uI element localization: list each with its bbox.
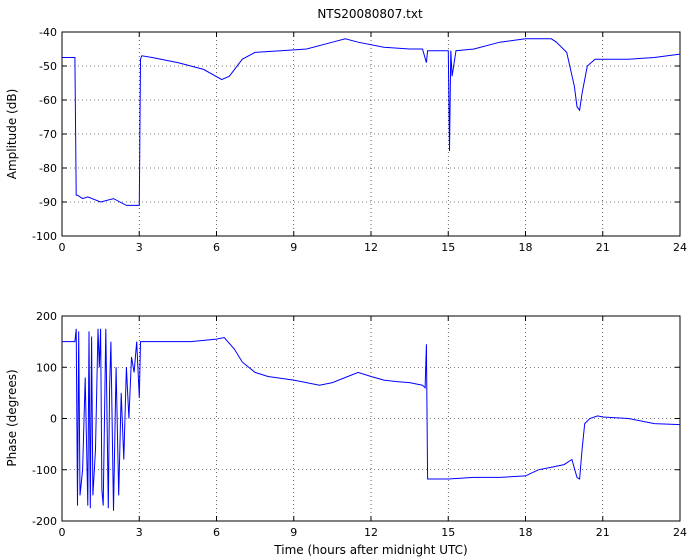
amplitude-x-tick-label: 9 — [290, 241, 297, 254]
amplitude-x-tick-label: 12 — [364, 241, 378, 254]
amplitude-y-tick-label: -90 — [39, 196, 57, 209]
phase-series-line — [62, 328, 681, 511]
phase-grid — [62, 316, 680, 521]
amplitude-y-axis-label: Amplitude (dB) — [5, 89, 19, 180]
phase-x-tick-label: 21 — [596, 526, 610, 539]
amplitude-y-ticks: -100 -90 -80 -70 -60 -50 -40 — [32, 26, 680, 243]
amplitude-x-tick-label: 18 — [519, 241, 533, 254]
phase-y-axis-label: Phase (degrees) — [5, 369, 19, 466]
phase-x-tick-label: 18 — [519, 526, 533, 539]
amplitude-y-tick-label: -70 — [39, 128, 57, 141]
phase-y-tick-label: -200 — [32, 515, 57, 528]
amplitude-x-tick-label: 24 — [673, 241, 687, 254]
amplitude-x-tick-label: 21 — [596, 241, 610, 254]
amplitude-y-tick-label: -60 — [39, 94, 57, 107]
phase-panel: 0 3 6 9 12 15 18 21 24 -200 -100 0 100 200 Phase (de… — [5, 310, 687, 557]
amplitude-panel: 0 3 6 9 12 15 18 21 24 -100 -90 -80 -70 -60 -50 -40 Am… — [5, 26, 687, 254]
amplitude-y-tick-label: -40 — [39, 26, 57, 39]
phase-x-tick-label: 24 — [673, 526, 687, 539]
phase-x-tick-label: 3 — [136, 526, 143, 539]
phase-x-tick-label: 6 — [213, 526, 220, 539]
phase-x-tick-label: 0 — [59, 526, 66, 539]
chart-title: NTS20080807.txt — [317, 7, 423, 21]
amplitude-y-tick-label: -80 — [39, 162, 57, 175]
phase-y-tick-label: 0 — [50, 413, 57, 426]
amplitude-x-ticks: 0 3 6 9 12 15 18 21 24 — [59, 32, 687, 254]
amplitude-x-tick-label: 6 — [213, 241, 220, 254]
x-axis-label: Time (hours after midnight UTC) — [273, 543, 467, 557]
amplitude-series-line — [62, 38, 681, 206]
phase-y-tick-label: 200 — [36, 310, 57, 323]
amplitude-y-tick-label: -50 — [39, 60, 57, 73]
phase-x-tick-label: 12 — [364, 526, 378, 539]
phase-x-ticks: 0 3 6 9 12 15 18 21 24 — [59, 316, 687, 539]
phase-y-tick-label: -100 — [32, 464, 57, 477]
phase-y-ticks: -200 -100 0 100 200 — [32, 310, 680, 528]
amplitude-y-tick-label: -100 — [32, 230, 57, 243]
amplitude-x-tick-label: 15 — [441, 241, 455, 254]
phase-y-tick-label: 100 — [36, 361, 57, 374]
amplitude-x-tick-label: 3 — [136, 241, 143, 254]
amplitude-x-tick-label: 0 — [59, 241, 66, 254]
phase-x-tick-label: 15 — [441, 526, 455, 539]
amplitude-grid — [62, 32, 680, 236]
phase-x-tick-label: 9 — [290, 526, 297, 539]
